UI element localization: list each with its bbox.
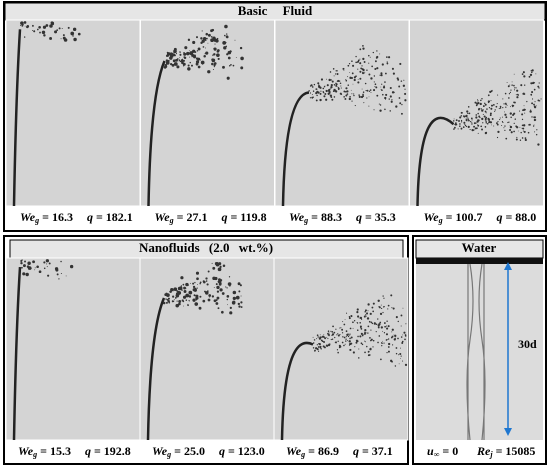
spray-droplets [20, 259, 74, 280]
re-symbol: Re [476, 444, 491, 458]
jet-column [281, 91, 310, 207]
equals: = [308, 444, 315, 458]
we-subscript: g [34, 216, 39, 225]
spray-droplets [163, 24, 244, 80]
water-title: Water [462, 240, 497, 255]
panel-caption: Weg = 100.7 q = 88.0 [424, 210, 537, 225]
jet-column [416, 116, 455, 207]
equals: = [311, 210, 318, 224]
equals: = [496, 444, 503, 458]
q-symbol: q [353, 444, 359, 458]
equals: = [442, 444, 449, 458]
bottom-title: Nanofluids (2.0 wt.%) [139, 240, 273, 255]
jet-photo [5, 257, 141, 441]
we-subscript: g [166, 450, 171, 459]
u-symbol: u [427, 444, 434, 458]
we-symbol: We [289, 210, 305, 224]
spray-droplets [312, 294, 408, 367]
jet-column [146, 297, 166, 441]
equals: = [42, 210, 49, 224]
we-symbol: We [424, 210, 440, 224]
we-value: 16.3 [52, 210, 73, 224]
jet-photo [139, 257, 275, 441]
q-value: 192.8 [104, 444, 131, 458]
we-value: 25.0 [184, 444, 205, 458]
jet-column [147, 60, 166, 207]
jet-photo [140, 19, 275, 207]
jet-column [12, 267, 22, 441]
we-symbol: We [155, 210, 171, 224]
we-symbol: We [20, 210, 36, 224]
we-subscript: g [32, 450, 37, 459]
panel-caption: Weg = 15.3 q = 192.8 [18, 444, 131, 459]
equals: = [362, 444, 369, 458]
panel-caption: Weg = 86.9 q = 37.1 [286, 444, 393, 459]
panel-caption: Weg = 25.0 q = 123.0 [152, 444, 265, 459]
equals: = [94, 444, 101, 458]
panel-caption: Weg = 27.1 q = 119.8 [155, 210, 267, 225]
we-value: 15.3 [50, 444, 71, 458]
panel-caption: Weg = 16.3 q = 182.1 [20, 210, 133, 225]
q-value: 37.1 [372, 444, 393, 458]
we-symbol: We [152, 444, 168, 458]
equals: = [505, 210, 512, 224]
q-value: 35.3 [375, 210, 396, 224]
spray-droplets [20, 21, 81, 42]
we-subscript: g [303, 216, 308, 225]
we-symbol: We [286, 444, 302, 458]
top-title: Basic Fluid [238, 3, 313, 18]
q-symbol: q [219, 444, 225, 458]
length-label: 30d [518, 337, 537, 351]
q-symbol: q [356, 210, 362, 224]
q-value: 88.0 [515, 210, 536, 224]
q-value: 119.8 [240, 210, 266, 224]
re-subscript: j [488, 450, 493, 459]
water-velocity: u∞ = 0 [427, 444, 458, 459]
re-value: 15085 [505, 444, 535, 458]
we-value: 27.1 [186, 210, 207, 224]
panel-caption: Weg = 88.3 q = 35.3 [289, 210, 396, 225]
equals: = [365, 210, 372, 224]
u-value: 0 [452, 444, 458, 458]
nozzle-plate [416, 258, 543, 264]
jet-photo [273, 257, 409, 441]
equals: = [228, 444, 235, 458]
equals: = [177, 210, 184, 224]
equals: = [174, 444, 181, 458]
q-symbol: q [87, 210, 93, 224]
equals: = [230, 210, 237, 224]
q-value: 123.0 [238, 444, 265, 458]
jet-column [280, 341, 314, 441]
u-subscript: ∞ [434, 450, 440, 459]
jet-photo [409, 19, 544, 207]
equals: = [40, 444, 47, 458]
q-value: 182.1 [106, 210, 133, 224]
jet-photo [5, 19, 141, 207]
we-symbol: We [18, 444, 34, 458]
q-symbol: q [221, 210, 227, 224]
we-subscript: g [169, 216, 174, 225]
q-symbol: q [496, 210, 502, 224]
equals: = [446, 210, 453, 224]
equals: = [96, 210, 103, 224]
q-symbol: q [85, 444, 91, 458]
water-reynolds: Rej = 15085 [476, 444, 535, 459]
water-jet [466, 263, 486, 441]
we-subscript: g [300, 450, 305, 459]
jet-photo [274, 19, 410, 207]
jet-column [12, 29, 22, 207]
we-value: 100.7 [455, 210, 482, 224]
we-subscript: g [438, 216, 443, 225]
spray-droplets [162, 261, 243, 315]
we-value: 88.3 [321, 210, 342, 224]
we-value: 86.9 [318, 444, 339, 458]
